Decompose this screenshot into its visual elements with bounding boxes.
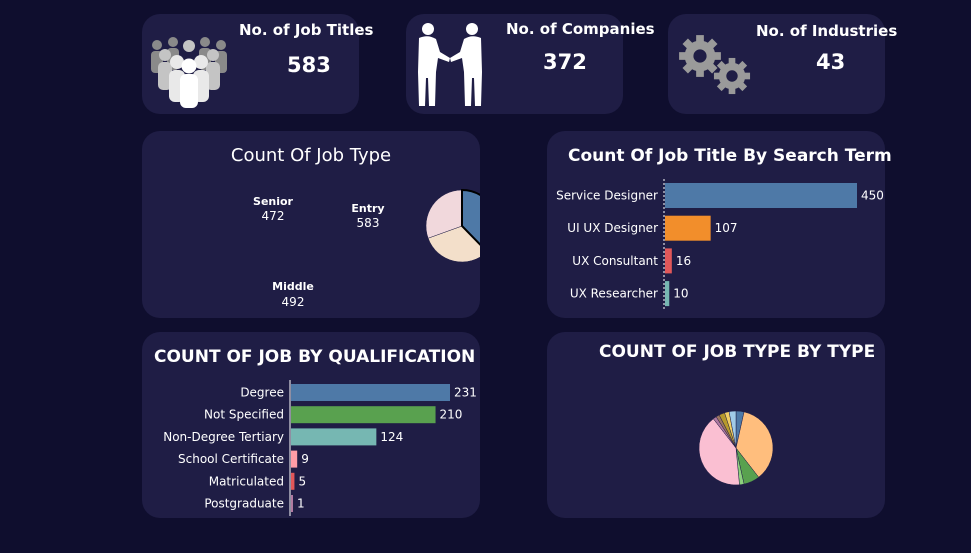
data-label: 10 [673, 287, 688, 301]
bar-postgraduate[interactable] [291, 495, 293, 512]
kpi-title-companies: No. of Companies [506, 20, 655, 38]
kpi-value-industries: 43 [816, 50, 846, 74]
data-label: 16 [676, 254, 691, 268]
category-label: Not Specified [204, 408, 284, 422]
bar-ux-consultant[interactable] [665, 248, 672, 274]
job-type-card: Count Of Job Type Entry 583 Senior 472 M… [142, 131, 480, 318]
job-type-slice-middle[interactable] [427, 225, 480, 263]
people-group-icon [151, 37, 227, 108]
data-label: 9 [301, 452, 309, 466]
data-label: 1 [297, 497, 305, 511]
pie-label-middle: Middle [272, 280, 314, 293]
qualification-card: COUNT OF JOB BY QUALIFICATION Degree 231 N… [142, 332, 480, 518]
pie-value-entry: 583 [357, 216, 380, 230]
gears-icon [679, 35, 751, 95]
job-type-slice-senior[interactable] [425, 189, 463, 239]
kpi-card-industries: No. of Industries 43 [668, 14, 897, 114]
chart-title: COUNT OF JOB BY QUALIFICATION [154, 347, 476, 367]
job-type-pie: Entry 583 Senior 472 Middle 492 [253, 188, 480, 309]
data-label: 5 [298, 474, 306, 488]
type-slice-9[interactable] [728, 410, 737, 449]
category-label: Non-Degree Tertiary [163, 430, 284, 444]
bar-degree[interactable] [291, 384, 450, 401]
kpi-title-job-titles: No. of Job Titles [239, 21, 374, 39]
pie-value-senior: 472 [262, 209, 285, 223]
bar-ui-ux-designer[interactable] [665, 215, 711, 241]
category-label: Postgraduate [204, 497, 284, 511]
bar-school-certificate[interactable] [291, 450, 298, 468]
bar-not-specified[interactable] [291, 406, 436, 424]
bar-ux-researcher[interactable] [665, 281, 670, 307]
category-label: Degree [240, 386, 284, 400]
chart-title: Count Of Job Title By Search Term [568, 146, 892, 166]
kpi-card-companies: No. of Companies 372 [406, 14, 655, 114]
data-label: 210 [440, 408, 463, 422]
type-pie [698, 410, 774, 486]
category-label: UI UX Designer [567, 221, 658, 235]
qualification-bar-chart: Degree 231 Not Specified 210 Non-Degree Tert… [163, 380, 477, 516]
search-term-card: Count Of Job Title By Search Term Servic… [547, 131, 892, 318]
data-label: 231 [454, 386, 477, 400]
category-label: UX Researcher [570, 287, 658, 301]
kpi-card-job-titles: No. of Job Titles 583 [142, 14, 373, 114]
category-label: Service Designer [556, 189, 658, 203]
job-type-slice-entry[interactable] [461, 188, 480, 252]
pie-value-middle: 492 [282, 295, 305, 309]
bar-service-designer[interactable] [665, 183, 857, 208]
handshake-icon [418, 23, 482, 106]
data-label: 450 [861, 189, 884, 203]
category-label: UX Consultant [572, 254, 658, 268]
search-term-bar-chart: Service Designer 450 UI UX Designer 107 UX C… [556, 179, 884, 311]
kpi-value-companies: 372 [543, 50, 587, 74]
type-slice-4[interactable] [698, 418, 740, 486]
type-slice-1[interactable] [735, 411, 774, 478]
kpi-title-industries: No. of Industries [756, 22, 898, 40]
bar-non-degree-tertiary[interactable] [291, 428, 377, 446]
category-label: School Certificate [178, 452, 284, 466]
data-label: 124 [380, 430, 403, 444]
chart-title: Count Of Job Type [230, 145, 392, 166]
pie-label-senior: Senior [253, 195, 294, 208]
type-pie-card: COUNT OF JOB TYPE BY TYPE [547, 332, 885, 518]
bar-matriculated[interactable] [291, 472, 295, 490]
category-label: Matriculated [209, 474, 284, 488]
data-label: 107 [715, 221, 738, 235]
kpi-value-job-titles: 583 [287, 53, 331, 77]
chart-title: COUNT OF JOB TYPE BY TYPE [599, 342, 876, 362]
pie-label-entry: Entry [351, 202, 384, 215]
